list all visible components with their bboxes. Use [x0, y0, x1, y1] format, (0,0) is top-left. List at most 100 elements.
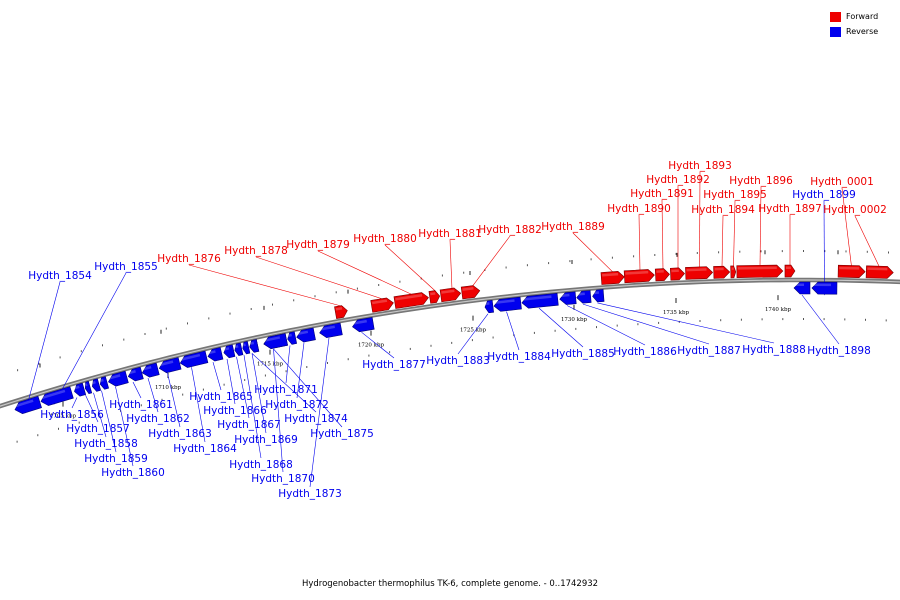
- gene-label[interactable]: Hydth_1893: [668, 160, 732, 172]
- gene-label[interactable]: Hydth_1897: [758, 203, 822, 215]
- gene-arrow-hydth-1897[interactable]: [784, 264, 796, 278]
- gene-label[interactable]: Hydth_1886: [613, 346, 677, 358]
- gene-label[interactable]: Hydth_1874: [284, 413, 348, 425]
- gene-label[interactable]: Hydth_1864: [173, 443, 237, 455]
- gene-arrow-hydth-1876[interactable]: [334, 305, 348, 319]
- gene-label[interactable]: Hydth_1890: [607, 203, 671, 215]
- gene-label[interactable]: Hydth_1855: [94, 261, 158, 273]
- gene-arrow-hydth-1891[interactable]: [654, 268, 670, 282]
- gene-arrow-hydth-1892[interactable]: [669, 267, 685, 281]
- gene-arrow-hydth-1864[interactable]: [179, 350, 209, 369]
- gene-arrow-hydth-1859[interactable]: [99, 376, 110, 390]
- gene-arrow-hydth-1854[interactable]: [13, 395, 42, 415]
- gene-arrow-hydth-1856[interactable]: [73, 382, 87, 397]
- gene-label[interactable]: Hydth_1861: [109, 399, 173, 411]
- gene-arrow-hydth-0001[interactable]: [837, 264, 866, 278]
- gene-label[interactable]: Hydth_1873: [278, 488, 342, 500]
- gene-label[interactable]: Hydth_1888: [742, 344, 806, 356]
- gene-arrow-hydth-1877[interactable]: [351, 317, 375, 333]
- gene-arrow-hydth-1883[interactable]: [484, 299, 494, 314]
- gene-arrow-hydth-1860[interactable]: [107, 370, 129, 388]
- gene-arrow-hydth-1863[interactable]: [158, 357, 182, 374]
- gene-arrow-hydth-1884[interactable]: [493, 296, 522, 312]
- gene-arrow-hydth-1899[interactable]: [811, 281, 838, 295]
- gene-arrow-hydth-1896[interactable]: [736, 264, 784, 278]
- gene-label[interactable]: Hydth_1871: [254, 384, 318, 396]
- gene-arrow-hydth-1873[interactable]: [319, 322, 343, 339]
- gene-label[interactable]: Hydth_1882: [478, 224, 542, 236]
- gene-label[interactable]: Hydth_0001: [810, 176, 874, 188]
- gene-arrow-hydth-1871[interactable]: [286, 331, 298, 345]
- minor-tick: [327, 362, 328, 364]
- gene-label[interactable]: Hydth_1862: [126, 413, 190, 425]
- gene-arrow-hydth-1898[interactable]: [793, 281, 811, 295]
- gene-label[interactable]: Hydth_1857: [66, 423, 130, 435]
- gene-label[interactable]: Hydth_1881: [418, 228, 482, 240]
- gene-arrow-hydth-1887[interactable]: [576, 290, 592, 304]
- gene-label[interactable]: Hydth_1894: [691, 204, 755, 216]
- gene-label[interactable]: Hydth_1872: [265, 399, 329, 411]
- gene-arrow-shine: [522, 295, 552, 301]
- gene-label[interactable]: Hydth_1856: [40, 409, 104, 421]
- gene-arrow-hydth-0002[interactable]: [865, 265, 894, 279]
- gene-arrow-hydth-1881[interactable]: [439, 287, 462, 303]
- gene-label[interactable]: Hydth_1866: [203, 405, 267, 417]
- gene-arrow-hydth-1879[interactable]: [393, 292, 429, 309]
- gene-label[interactable]: Hydth_1880: [353, 233, 417, 245]
- leader-line: [572, 232, 614, 273]
- gene-arrow-hydth-1889[interactable]: [600, 271, 625, 285]
- gene-label[interactable]: Hydth_1887: [677, 345, 741, 357]
- gene-label[interactable]: Hydth_1879: [286, 239, 350, 251]
- gene-arrow-hydth-1885[interactable]: [521, 292, 559, 309]
- gene-arrow-hydth-1865[interactable]: [207, 347, 224, 362]
- gene-label[interactable]: Hydth_1875: [310, 428, 374, 440]
- gene-label[interactable]: Hydth_1860: [101, 467, 165, 479]
- gene-label[interactable]: Hydth_1884: [487, 351, 551, 363]
- gene-label[interactable]: Hydth_0002: [823, 204, 887, 216]
- gene-arrow-hydth-1857[interactable]: [84, 380, 93, 395]
- gene-arrow-shine: [234, 345, 239, 349]
- gene-arrow-hydth-1886[interactable]: [559, 291, 577, 305]
- gene-label[interactable]: Hydth_1891: [630, 188, 694, 200]
- gene-label[interactable]: Hydth_1868: [229, 459, 293, 471]
- gene-arrow-hydth-1855[interactable]: [39, 386, 74, 408]
- minor-tick-dots: [16, 250, 889, 443]
- gene-label[interactable]: Hydth_1876: [157, 253, 221, 265]
- gene-arrow-hydth-1872[interactable]: [296, 327, 316, 343]
- gene-label[interactable]: Hydth_1899: [792, 189, 856, 201]
- gene-label[interactable]: Hydth_1859: [84, 453, 148, 465]
- gene-label[interactable]: Hydth_1898: [807, 345, 871, 357]
- gene-arrow-hydth-1866[interactable]: [223, 344, 236, 359]
- gene-arrow-hydth-1888[interactable]: [592, 289, 605, 303]
- gene-arrow-hydth-1874[interactable]: [249, 339, 260, 353]
- gene-arrow-hydth-1882[interactable]: [460, 285, 481, 300]
- gene-arrow-hydth-1880[interactable]: [428, 290, 441, 304]
- gene-label[interactable]: Hydth_1895: [703, 189, 767, 201]
- gene-label[interactable]: Hydth_1865: [189, 391, 253, 403]
- gene-arrow-hydth-1895[interactable]: [730, 265, 737, 279]
- gene-label[interactable]: Hydth_1883: [426, 355, 490, 367]
- gene-arrow-hydth-1861[interactable]: [127, 366, 144, 382]
- gene-label[interactable]: Hydth_1854: [28, 270, 92, 282]
- gene-arrow-hydth-1868[interactable]: [241, 341, 251, 355]
- gene-arrow-hydth-1858[interactable]: [91, 378, 102, 392]
- gene-label[interactable]: Hydth_1858: [74, 438, 138, 450]
- gene-label[interactable]: Hydth_1896: [729, 175, 793, 187]
- gene-label[interactable]: Hydth_1867: [217, 419, 281, 431]
- gene-arrow-hydth-1893[interactable]: [685, 266, 714, 280]
- gene-arrow-hydth-1875[interactable]: [263, 333, 288, 350]
- gene-label[interactable]: Hydth_1863: [148, 428, 212, 440]
- gene-label[interactable]: Hydth_1869: [234, 434, 298, 446]
- gene-label[interactable]: Hydth_1885: [551, 348, 615, 360]
- gene-label[interactable]: Hydth_1878: [224, 245, 288, 257]
- leader-line: [285, 345, 291, 384]
- gene-label[interactable]: Hydth_1870: [251, 473, 315, 485]
- gene-label[interactable]: Hydth_1889: [541, 221, 605, 233]
- gene-arrow-hydth-1862[interactable]: [141, 362, 160, 379]
- gene-arrow-hydth-1894[interactable]: [713, 265, 731, 279]
- gene-arrow-hydth-1878[interactable]: [370, 297, 395, 313]
- gene-label[interactable]: Hydth_1892: [646, 174, 710, 186]
- gene-arrow-hydth-1867[interactable]: [234, 342, 244, 356]
- gene-arrow-hydth-1890[interactable]: [623, 269, 655, 284]
- gene-label[interactable]: Hydth_1877: [362, 359, 426, 371]
